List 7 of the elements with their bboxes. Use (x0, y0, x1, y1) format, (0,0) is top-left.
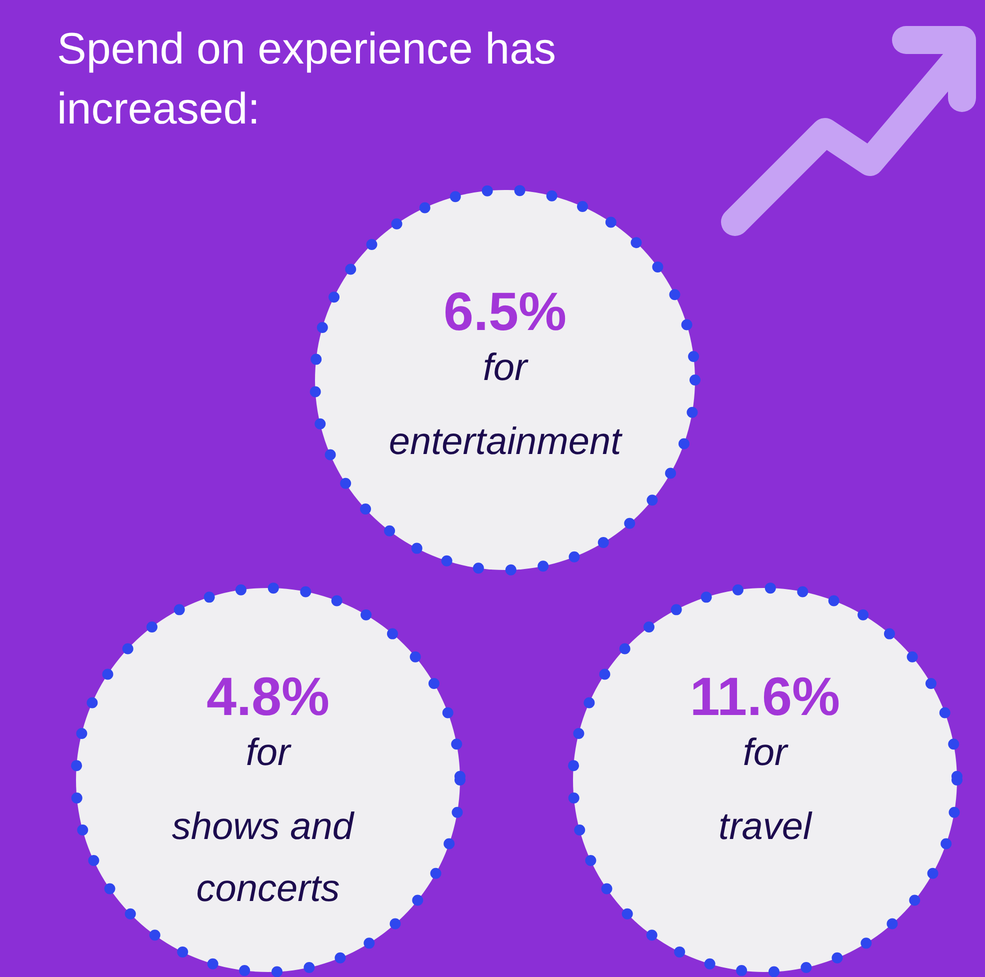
category-label: for shows and concerts (172, 732, 364, 910)
category-label: for entertainment (388, 347, 623, 463)
text: Spend on experience has increased: (57, 24, 568, 134)
data-label: 6.5% (443, 282, 567, 342)
data-label: 11.6% (690, 667, 840, 727)
category-label: for travel (718, 732, 814, 848)
data-label: 4.8% (206, 667, 330, 727)
